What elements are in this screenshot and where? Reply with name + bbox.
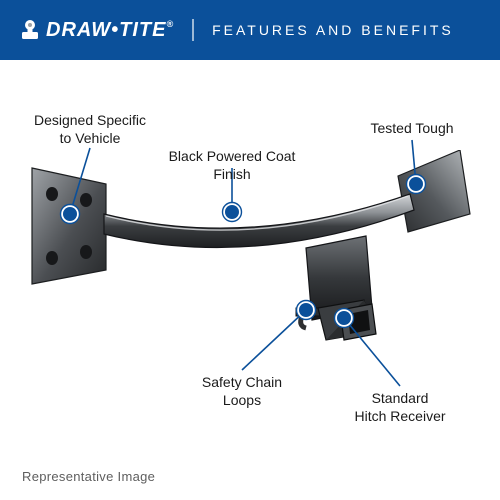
- header-title: FEATURES AND BENEFITS: [212, 22, 454, 38]
- callout-tested-tough: Tested Tough: [342, 120, 482, 138]
- hitch-ball-icon: [18, 18, 42, 42]
- logo-text: DRAW•TITE®: [46, 19, 174, 42]
- callout-black-coat: Black Powered Coat Finish: [162, 148, 302, 183]
- header-bar: DRAW•TITE® FEATURES AND BENEFITS: [0, 0, 500, 60]
- callout-hitch-receiver: Standard Hitch Receiver: [330, 390, 470, 425]
- hitch-render: [20, 150, 480, 390]
- infographic-container: DRAW•TITE® FEATURES AND BENEFITS: [0, 0, 500, 500]
- logo-area: DRAW•TITE®: [18, 18, 174, 42]
- callout-designed-specific: Designed Specific to Vehicle: [20, 112, 160, 147]
- callout-safety-chain: Safety Chain Loops: [172, 374, 312, 409]
- footer-note: Representative Image: [22, 469, 155, 484]
- diagram-area: Designed Specific to Vehicle Black Power…: [0, 60, 500, 500]
- header-divider: [192, 19, 194, 41]
